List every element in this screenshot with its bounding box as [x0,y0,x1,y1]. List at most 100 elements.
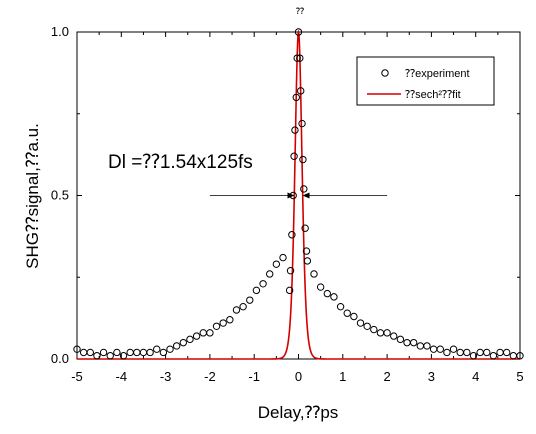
data-point [403,338,411,347]
x-tick-label: -1 [248,369,260,384]
y-tick-label: 1.0 [51,24,69,39]
y-tick-label: 0.0 [51,351,69,366]
legend-experiment-label: ⁇experiment [405,68,470,80]
data-point [390,332,398,340]
data-point [166,345,174,353]
data-point [489,352,498,360]
x-tick-label: 5 [516,369,523,384]
data-point [299,155,307,164]
x-tick-label: 4 [472,369,479,384]
data-point [383,329,391,337]
data-point [291,126,299,134]
data-point [350,312,358,321]
data-point [330,293,338,301]
data-point [206,329,214,337]
x-axis-label: Delay,⁇ps [258,403,339,422]
data-point [246,296,254,304]
y-tick-label: 0.5 [51,188,69,203]
data-point [139,348,148,357]
data-point [266,270,274,278]
data-point [516,352,524,360]
fit-curve [77,29,520,360]
experiment-points [73,28,524,360]
data-point [113,348,121,357]
data-point [199,329,207,337]
data-point [294,28,303,36]
legend-box [356,56,495,106]
data-point [356,319,365,327]
legend-experiment-marker [381,69,389,77]
data-point [99,348,108,357]
data-point [146,348,154,357]
data-point [363,322,371,330]
data-point [252,286,261,295]
data-point [429,345,438,353]
x-tick-label: -3 [160,369,172,384]
data-point [301,224,309,232]
data-point [302,247,311,255]
data-point [288,231,296,239]
data-point [456,348,464,357]
data-point [232,306,241,314]
data-point [272,260,281,268]
data-point [423,342,431,350]
data-point [179,338,188,347]
data-point [133,348,141,357]
legend-fit-label: ⁇sech²⁇fit [405,89,461,101]
data-point [285,286,294,295]
data-point [303,257,312,265]
data-point [292,93,300,102]
data-point [126,348,134,357]
y-axis-label: SHG⁇signal,⁇a.u. [23,123,42,269]
data-point [239,302,247,311]
x-tick-label: 0 [295,369,302,384]
data-point [449,345,458,353]
data-point [86,348,94,357]
data-point [323,289,331,298]
x-tick-label: 2 [383,369,390,384]
x-tick-label: -2 [204,369,216,384]
data-point [476,348,484,357]
data-point [192,332,201,340]
data-point [279,253,287,262]
data-point [396,335,405,344]
data-point [483,348,491,357]
data-point [416,342,425,350]
legend: ⁇experiment ⁇sech²⁇fit [356,56,495,106]
data-point [298,119,306,128]
data-point [212,322,221,330]
x-tick-label: -4 [116,369,128,384]
data-point [259,280,267,288]
data-point [336,302,345,311]
x-tick-label: 3 [428,369,435,384]
data-point [496,348,504,357]
data-point [370,325,378,334]
data-point [297,87,305,95]
chart-title: ⁇ [296,6,304,16]
data-point [119,352,128,360]
x-tick-label: 1 [339,369,346,384]
data-point [443,348,451,357]
data-point [153,345,161,353]
data-point [219,319,227,327]
data-point [409,338,418,347]
axis-ticks: -5 -4 -3 -2 -1 0 1 2 3 4 5 0.0 0.5 1.0 [51,24,524,384]
x-tick-label: -5 [71,369,83,384]
data-point [106,352,114,360]
data-point [300,185,308,193]
data-point [316,283,325,291]
data-point [469,352,478,360]
data-point [286,267,295,275]
fwhm-left-arrow [287,192,295,199]
data-point [79,348,88,357]
fit-layer [77,29,520,360]
data-point [159,348,168,357]
data-point [310,270,318,278]
data-point [296,54,304,62]
data-point [436,345,444,353]
data-point [503,348,511,357]
data-point [289,191,297,200]
data-point [509,352,518,360]
annotation-text: Dl =⁇1.54x125fs [108,152,253,173]
